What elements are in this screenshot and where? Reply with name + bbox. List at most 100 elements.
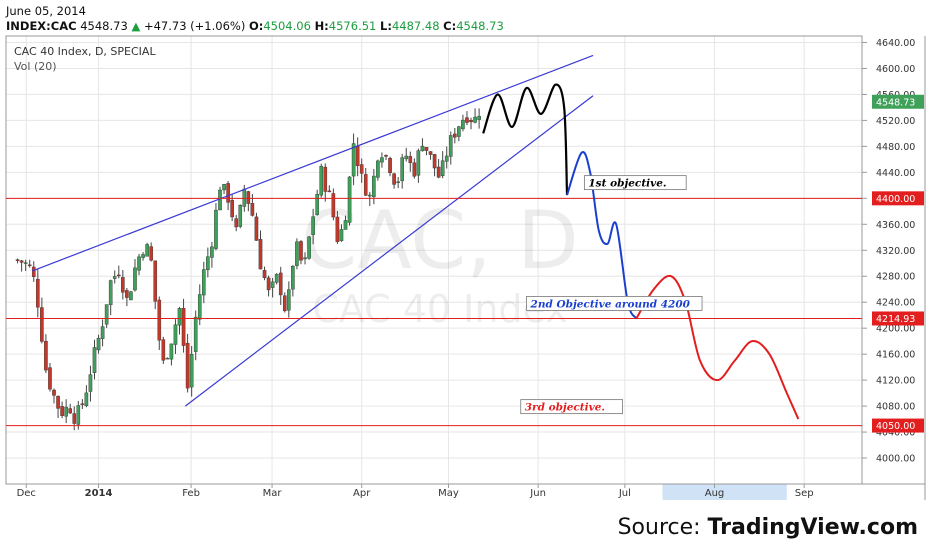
candle-body	[339, 229, 344, 242]
candle-body	[145, 244, 149, 257]
candle-body	[60, 406, 64, 416]
candle-body	[440, 160, 445, 177]
candle-body	[246, 191, 251, 204]
x-tick-label: Feb	[182, 488, 200, 499]
candle-body	[465, 117, 469, 123]
candle	[343, 215, 348, 230]
indicator-label: Vol (20)	[14, 60, 57, 73]
candle-body	[388, 157, 392, 174]
candle	[222, 183, 226, 194]
x-tick-label: May	[438, 488, 459, 499]
candle	[238, 204, 243, 229]
candle	[153, 260, 158, 310]
candle-body	[149, 246, 153, 261]
y-tick-label: 4320.00	[876, 246, 915, 257]
open-label: O:	[248, 19, 264, 33]
candle-body	[473, 116, 477, 123]
y-tick-label: 4000.00	[876, 454, 915, 465]
candle	[185, 333, 190, 393]
candle-body	[400, 157, 404, 182]
candle	[133, 259, 137, 292]
candle	[315, 189, 319, 216]
candle	[327, 185, 332, 193]
candle-body	[299, 241, 303, 261]
candle	[440, 151, 445, 179]
candle	[278, 266, 283, 305]
candle	[311, 208, 315, 245]
candle	[295, 238, 299, 270]
candle-body	[295, 241, 299, 266]
candle	[473, 108, 477, 124]
candle-body	[23, 262, 28, 264]
candle	[323, 163, 328, 202]
candle-body	[181, 308, 186, 346]
y-tick-label: 4120.00	[876, 376, 915, 387]
candle-body	[274, 273, 279, 283]
candle-body	[153, 260, 158, 302]
price-change: +47.73 (+1.06%)	[143, 19, 246, 33]
y-tick-label: 4640.00	[876, 38, 915, 49]
candle	[96, 334, 101, 354]
annotation-box	[526, 295, 703, 311]
candle	[116, 265, 121, 279]
close-label: C:	[443, 19, 457, 33]
candle	[412, 158, 417, 179]
candle	[88, 365, 93, 402]
candle	[189, 346, 194, 397]
candle-body	[319, 166, 324, 196]
source-credit: Source: TradingView.com	[618, 515, 918, 540]
candle-body	[76, 405, 81, 425]
candle-body	[96, 337, 101, 351]
candles	[15, 108, 481, 431]
candle-body	[161, 339, 166, 361]
candle-body	[206, 256, 210, 271]
y-tick-label: 4240.00	[876, 298, 915, 309]
candle	[246, 190, 251, 212]
candle-body	[40, 307, 44, 342]
candle-body	[331, 193, 336, 218]
candle	[448, 131, 453, 165]
last-price-tag: 4548.73	[872, 94, 924, 109]
candle	[335, 211, 340, 244]
wedge-upper-line	[31, 54, 594, 272]
price-tag-text: 4050.00	[876, 421, 915, 432]
candle	[36, 269, 40, 318]
candle	[465, 111, 469, 126]
candle	[469, 117, 473, 130]
candle-body	[278, 272, 283, 296]
candle-body	[48, 367, 52, 390]
candle	[72, 406, 77, 431]
candle-body	[100, 326, 105, 339]
candle-body	[396, 181, 400, 183]
y-tick-label: 4440.00	[876, 168, 915, 179]
candle	[214, 203, 218, 251]
annotation: 3rd objective.	[520, 399, 623, 415]
chart-date: June 05, 2014	[6, 4, 86, 18]
last-price-tag-text: 4548.73	[876, 97, 915, 108]
candle-body	[262, 270, 267, 279]
candle	[15, 258, 20, 264]
candle-body	[380, 157, 384, 163]
candle	[23, 259, 28, 272]
candle-body	[469, 119, 473, 123]
candle-body	[210, 246, 214, 258]
candle-body	[404, 155, 409, 160]
x-tick-label: Aug	[705, 488, 725, 499]
candle-body	[230, 200, 234, 218]
candle	[424, 146, 429, 156]
candle-body	[347, 176, 352, 223]
annotation: 2nd Objective around 4200	[526, 295, 703, 311]
candle	[392, 172, 396, 189]
candle-body	[420, 145, 425, 152]
candle-body	[177, 308, 182, 326]
candle-body	[372, 175, 376, 198]
candle	[108, 279, 113, 316]
candle	[68, 403, 72, 414]
candle-body	[412, 162, 417, 177]
candle-body	[104, 304, 109, 325]
candle	[408, 151, 413, 172]
candle	[262, 266, 267, 281]
candle-body	[359, 164, 364, 174]
price-tag: 4214.93	[872, 311, 924, 326]
